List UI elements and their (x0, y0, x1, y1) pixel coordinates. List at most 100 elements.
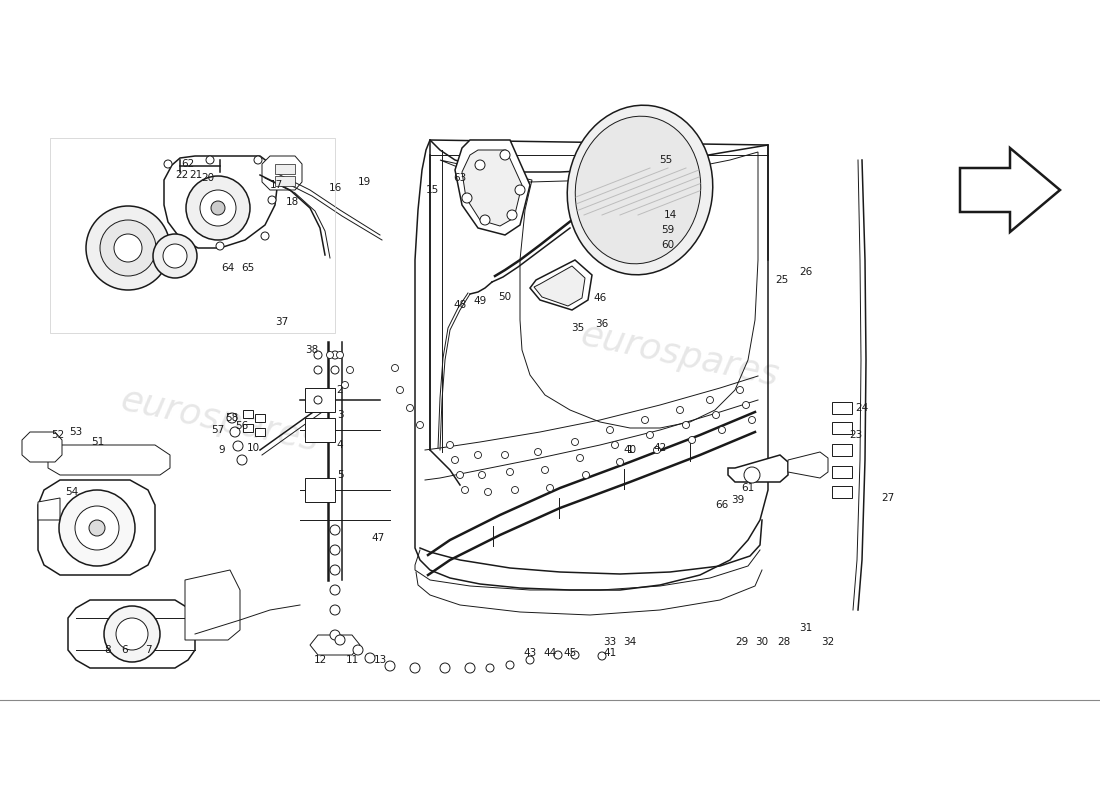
Text: 28: 28 (778, 637, 791, 647)
Circle shape (547, 485, 553, 491)
Circle shape (59, 490, 135, 566)
Polygon shape (164, 156, 278, 248)
Circle shape (486, 664, 494, 672)
Circle shape (230, 427, 240, 437)
Bar (832, 466, 852, 478)
Circle shape (100, 220, 156, 276)
Text: 60: 60 (661, 240, 674, 250)
Text: 23: 23 (849, 430, 862, 440)
Text: 7: 7 (145, 645, 152, 655)
Text: 44: 44 (543, 648, 557, 658)
Bar (832, 486, 852, 498)
Text: 35: 35 (571, 323, 584, 333)
Circle shape (742, 402, 749, 409)
Bar (255, 414, 265, 422)
Text: 21: 21 (189, 170, 202, 180)
Circle shape (227, 413, 236, 423)
Circle shape (216, 242, 224, 250)
Circle shape (331, 351, 339, 359)
Circle shape (606, 426, 614, 434)
Text: 40: 40 (624, 445, 637, 455)
Circle shape (616, 458, 624, 466)
Bar (832, 444, 852, 456)
Circle shape (314, 366, 322, 374)
Polygon shape (728, 455, 788, 482)
Circle shape (676, 406, 683, 414)
Polygon shape (960, 148, 1060, 232)
Text: 57: 57 (211, 425, 224, 435)
Circle shape (718, 426, 726, 434)
Circle shape (365, 653, 375, 663)
Polygon shape (39, 498, 60, 520)
Circle shape (682, 422, 690, 429)
Bar (305, 388, 336, 412)
Text: 12: 12 (314, 655, 327, 665)
Circle shape (330, 585, 340, 595)
Text: 19: 19 (358, 177, 371, 187)
Circle shape (535, 449, 541, 455)
Text: 59: 59 (661, 225, 674, 235)
Text: 47: 47 (372, 533, 385, 543)
Circle shape (647, 431, 653, 438)
Text: 50: 50 (498, 292, 512, 302)
Circle shape (475, 160, 485, 170)
Text: 38: 38 (306, 345, 319, 355)
Circle shape (330, 630, 340, 640)
Circle shape (261, 232, 270, 240)
Text: 31: 31 (800, 623, 813, 633)
Circle shape (336, 635, 345, 645)
Polygon shape (310, 635, 360, 655)
Circle shape (451, 457, 459, 463)
Polygon shape (534, 266, 585, 306)
Bar (275, 176, 295, 186)
Text: 13: 13 (373, 655, 386, 665)
Bar (832, 402, 852, 414)
Bar (305, 418, 336, 442)
Polygon shape (455, 140, 530, 235)
Circle shape (484, 489, 492, 495)
Text: 22: 22 (175, 170, 188, 180)
Text: 39: 39 (732, 495, 745, 505)
Text: 43: 43 (524, 648, 537, 658)
Text: 15: 15 (426, 185, 439, 195)
Text: 54: 54 (65, 487, 78, 497)
Circle shape (353, 645, 363, 655)
Circle shape (86, 206, 170, 290)
Text: 55: 55 (659, 155, 672, 165)
Circle shape (506, 661, 514, 669)
Circle shape (506, 469, 514, 475)
Circle shape (839, 487, 849, 497)
Polygon shape (262, 156, 303, 190)
Text: 17: 17 (270, 180, 283, 190)
Text: 33: 33 (604, 637, 617, 647)
Text: 4: 4 (337, 440, 343, 450)
Text: 26: 26 (800, 267, 813, 277)
Circle shape (163, 244, 187, 268)
Text: 45: 45 (563, 648, 576, 658)
Circle shape (407, 405, 414, 411)
Circle shape (737, 386, 744, 394)
Circle shape (641, 417, 649, 423)
Text: 9: 9 (219, 445, 225, 455)
Circle shape (576, 454, 583, 462)
Polygon shape (22, 432, 62, 462)
Text: 29: 29 (736, 637, 749, 647)
Circle shape (314, 351, 322, 359)
Text: 49: 49 (473, 296, 486, 306)
Circle shape (526, 656, 534, 664)
Circle shape (417, 422, 424, 429)
Circle shape (114, 234, 142, 262)
Text: 1: 1 (627, 445, 634, 455)
Text: eurospares: eurospares (578, 318, 782, 393)
Circle shape (612, 442, 618, 449)
Polygon shape (788, 452, 828, 478)
Circle shape (598, 652, 606, 660)
Text: 58: 58 (226, 413, 239, 423)
Text: 27: 27 (881, 493, 894, 503)
Circle shape (502, 451, 508, 458)
Circle shape (571, 651, 579, 659)
Polygon shape (48, 445, 170, 475)
Circle shape (572, 438, 579, 446)
Circle shape (440, 663, 450, 673)
Bar (243, 410, 253, 418)
